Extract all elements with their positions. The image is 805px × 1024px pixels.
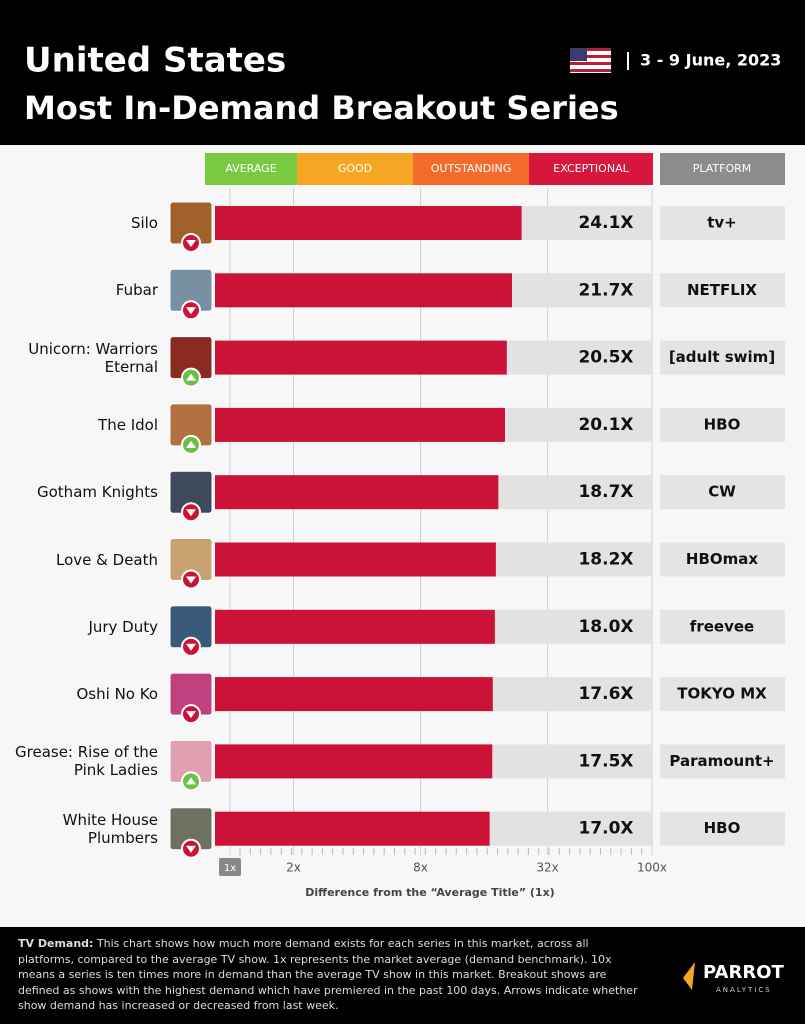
value-label: 20.5X — [578, 348, 633, 368]
trend-arrow — [186, 307, 196, 315]
platform-box — [660, 407, 785, 442]
x-tick-label: 32x — [536, 861, 558, 875]
title: United States — [24, 41, 286, 81]
platform-name: freevee — [690, 617, 754, 635]
bar — [215, 677, 493, 712]
subtitle: Most In-Demand Breakout Series — [24, 89, 619, 127]
platform-box — [660, 744, 785, 779]
bar — [215, 475, 499, 510]
category-label: Unicorn: Warriors Eternal — [28, 339, 158, 376]
band-header — [529, 153, 653, 185]
platform-box — [660, 609, 785, 644]
trend-arrow — [186, 845, 196, 853]
band-label: GOOD — [338, 162, 372, 175]
bar — [215, 340, 507, 375]
trend-arrow — [186, 240, 196, 247]
band-header — [413, 153, 529, 185]
trend-arrow — [186, 576, 196, 584]
x-tick-label: 8x — [413, 861, 428, 875]
value-label: 20.1X — [578, 415, 633, 435]
platform-box — [660, 340, 785, 375]
category-label: White House Plumbers — [62, 810, 158, 847]
bar — [215, 542, 496, 577]
band-header — [205, 153, 297, 185]
value-label: 18.2X — [578, 550, 633, 570]
x-tick-label: 100x — [637, 861, 667, 875]
bar — [215, 811, 490, 846]
platform-box — [660, 677, 785, 712]
platform-name: tv+ — [707, 214, 737, 232]
logo: PARROT — [703, 962, 784, 983]
platform-label: PLATFORM — [693, 162, 752, 175]
trend-arrow — [186, 777, 196, 785]
flag — [570, 48, 611, 73]
trend-arrow — [186, 373, 196, 381]
platform-name: [adult swim] — [669, 348, 775, 366]
trend-arrow — [186, 711, 196, 719]
value-label: 21.7X — [578, 280, 633, 300]
platform-name: NETFLIX — [687, 281, 757, 299]
bar — [215, 744, 493, 779]
x-tick-label: 1x — [224, 863, 236, 874]
bar — [215, 273, 512, 308]
bar — [215, 206, 522, 240]
category-label: Love & Death — [56, 550, 158, 569]
platform-header — [660, 153, 785, 185]
platform-box — [660, 206, 785, 240]
note-text: This chart shows how much more demand ex… — [18, 937, 638, 1012]
date: 3 - 9 June, 2023 — [640, 51, 781, 70]
platform-box — [660, 273, 785, 308]
platform-name: TOKYO MX — [677, 685, 767, 703]
platform-name: HBO — [704, 819, 741, 837]
platform-box — [660, 475, 785, 510]
category-label: Oshi No Ko — [76, 685, 159, 704]
category-label: Fubar — [115, 281, 158, 300]
footer-bg — [0, 927, 805, 1024]
logo-sub: ANALYTICS — [716, 986, 772, 994]
band-header — [297, 153, 413, 185]
category-label: Jury Duty — [88, 617, 158, 636]
bar — [215, 609, 495, 644]
value-label: 17.5X — [578, 751, 633, 771]
header-bg — [0, 0, 805, 145]
note-label: TV Demand: — [18, 937, 94, 950]
value-label: 17.0X — [578, 819, 633, 839]
trend-arrow — [186, 509, 196, 517]
platform-name: HBOmax — [686, 550, 758, 568]
trend-arrow — [186, 643, 196, 651]
footer-note: TV Demand: This chart shows how much mor… — [18, 936, 638, 1014]
platform-box — [660, 542, 785, 577]
value-label: 24.1X — [578, 213, 633, 233]
tick-box — [219, 858, 241, 876]
trend-arrow — [186, 440, 196, 448]
value-label: 18.0X — [578, 617, 633, 637]
band-label: AVERAGE — [225, 162, 276, 175]
category-label: Gotham Knights — [37, 483, 158, 502]
band-label: EXCEPTIONAL — [553, 162, 629, 175]
platform-box — [660, 811, 785, 846]
platform-name: Paramount+ — [669, 752, 774, 770]
platform-name: CW — [708, 483, 736, 501]
category-label: Grease: Rise of the Pink Ladies — [15, 743, 158, 780]
value-label: 17.6X — [578, 684, 633, 704]
logo-icon — [683, 962, 695, 990]
category-label: Silo — [130, 214, 158, 232]
x-tick-label: 2x — [286, 861, 301, 875]
category-label: The Idol — [98, 415, 158, 434]
platform-name: HBO — [704, 415, 741, 433]
bar — [215, 407, 505, 442]
value-label: 18.7X — [578, 482, 633, 502]
band-label: OUTSTANDING — [431, 162, 512, 175]
x-axis-title: Difference from the “Average Title” (1x) — [305, 886, 554, 899]
